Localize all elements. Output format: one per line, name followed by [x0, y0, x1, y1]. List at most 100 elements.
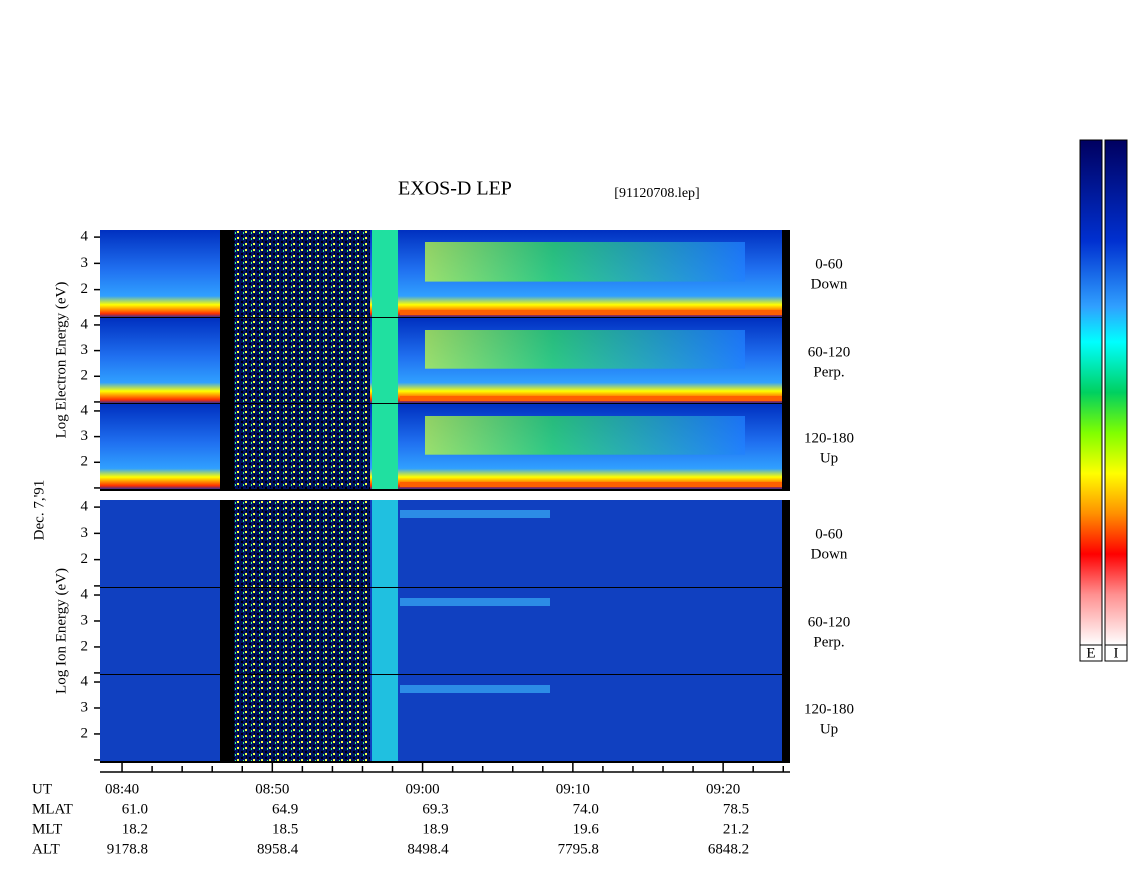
ephemeris-name: MLT — [32, 821, 62, 837]
x-tick-label: 08:40 — [105, 781, 139, 797]
x-tick-label: 08:50 — [255, 781, 289, 797]
spectrogram-noise — [220, 318, 370, 404]
y-axis-title: Log Electron Energy (eV) — [53, 282, 69, 439]
y-tick-label: 4 — [81, 586, 89, 602]
ephemeris-value: 21.2 — [723, 821, 749, 837]
ephemeris-value: 18.5 — [272, 821, 298, 837]
spectrogram-band — [400, 598, 550, 606]
y-tick-label: 4 — [81, 402, 89, 418]
direction-label: Down — [811, 276, 848, 292]
y-tick-label: 2 — [81, 638, 89, 654]
y-tick-label: 4 — [81, 229, 89, 245]
file-label: [91120708.lep] — [614, 186, 699, 201]
y-tick-label: 2 — [81, 551, 89, 567]
y-tick-label: 3 — [81, 699, 89, 715]
ephemeris-value: 7795.8 — [558, 841, 599, 857]
y-tick-label: 3 — [81, 342, 89, 358]
spectrogram-dark — [220, 500, 234, 588]
y-tick-label: 4 — [81, 499, 89, 515]
y-tick-label: 4 — [81, 673, 89, 689]
direction-label: Down — [811, 546, 848, 562]
spectrogram-stripe — [372, 588, 398, 675]
ephemeris-value: 61.0 — [122, 801, 148, 817]
spectrogram-band — [400, 510, 550, 518]
spectrogram-stripe — [372, 230, 398, 318]
colorbar — [1104, 139, 1128, 646]
chart-title: EXOS-D LEP — [398, 178, 512, 200]
y-tick-label: 2 — [81, 725, 89, 741]
colorbar — [1079, 139, 1103, 646]
spectrogram-base — [400, 396, 782, 401]
angle-label: 120-180 — [804, 701, 854, 717]
y-tick-label: 3 — [81, 428, 89, 444]
ephemeris-name: ALT — [32, 841, 60, 857]
spectrogram-dark — [220, 230, 234, 318]
angle-label: 0-60 — [815, 526, 843, 542]
ephemeris-value: 64.9 — [272, 801, 298, 817]
direction-label: Up — [820, 721, 838, 737]
colorbar-label: I — [1114, 645, 1119, 661]
spectrogram-noise — [220, 404, 370, 490]
spectrogram-base — [400, 310, 782, 315]
ephemeris-value: 9178.8 — [107, 841, 148, 857]
ephemeris-value: 69.3 — [422, 801, 448, 817]
spectrogram-edge — [782, 404, 790, 490]
colorbar-label: E — [1086, 645, 1095, 661]
spectrogram-edge — [782, 318, 790, 404]
spectrogram-arc — [425, 242, 745, 282]
spectrogram-noise — [220, 500, 370, 588]
spectrogram-dark — [220, 318, 234, 404]
direction-label: Up — [820, 450, 838, 466]
spectrogram-edge — [782, 675, 790, 762]
x-tick-label: 09:10 — [556, 781, 590, 797]
spectrogram-dark — [220, 588, 234, 675]
angle-label: 0-60 — [815, 256, 843, 272]
colorbar-label-box — [1079, 644, 1103, 662]
y-tick-label: 4 — [81, 316, 89, 332]
spectrogram-noise — [220, 588, 370, 675]
colorbar-label-box — [1104, 644, 1128, 662]
direction-label: Perp. — [813, 364, 844, 380]
ephemeris-value: 18.2 — [122, 821, 148, 837]
spectrogram-stripe — [372, 404, 398, 490]
date-label: Dec. 7,'91 — [31, 480, 47, 541]
spectrogram-dark — [220, 404, 234, 490]
y-tick-label: 3 — [81, 525, 89, 541]
y-tick-label: 2 — [81, 368, 89, 384]
ephemeris-name: UT — [32, 781, 52, 797]
angle-label: 60-120 — [808, 344, 851, 360]
y-axis-title: Log Ion Energy (eV) — [53, 568, 69, 694]
ephemeris-value: 8498.4 — [407, 841, 449, 857]
ephemeris-name: MLAT — [32, 801, 73, 817]
spectrogram-band — [400, 685, 550, 693]
y-tick-label: 3 — [81, 612, 89, 628]
y-tick-label: 3 — [81, 255, 89, 271]
spectrogram-noise — [220, 230, 370, 318]
spectrogram-area: 2 3 4 0-60 Down 2 3 4 60-120 Perp. 2 3 4 120-180 Up Log… — [31, 229, 854, 858]
y-tick-label: 2 — [81, 454, 89, 470]
x-tick-label: 09:00 — [405, 781, 439, 797]
ephemeris-value: 6848.2 — [708, 841, 749, 857]
ephemeris-value: 78.5 — [723, 801, 749, 817]
spectrogram-stripe — [372, 675, 398, 762]
spectrogram-edge — [782, 588, 790, 675]
y-tick-label: 2 — [81, 281, 89, 297]
x-tick-label: 09:20 — [706, 781, 740, 797]
spectrogram-edge — [782, 500, 790, 588]
spectrogram-stripe — [372, 500, 398, 588]
spectrogram-stripe — [372, 318, 398, 404]
spectrogram-arc — [425, 416, 745, 455]
ephemeris-value: 74.0 — [573, 801, 599, 817]
spectrogram-edge — [782, 230, 790, 318]
direction-label: Perp. — [813, 634, 844, 650]
spectrogram-arc — [425, 330, 745, 369]
ephemeris-value: 18.9 — [422, 821, 448, 837]
spectrogram-dark — [220, 675, 234, 762]
spectrogram-noise — [220, 675, 370, 762]
ephemeris-value: 8958.4 — [257, 841, 299, 857]
angle-label: 120-180 — [804, 430, 854, 446]
spectrogram-base — [400, 482, 782, 487]
ephemeris-value: 19.6 — [573, 821, 600, 837]
